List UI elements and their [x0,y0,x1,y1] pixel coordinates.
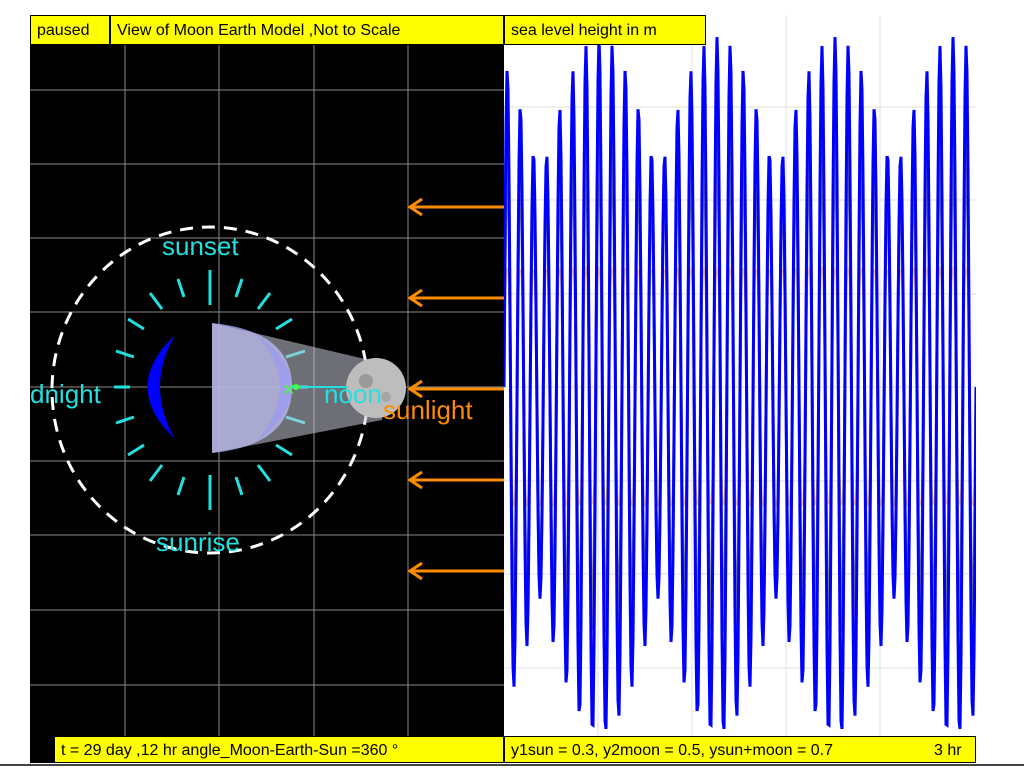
label-noon: noon [324,379,382,409]
tide-plot[interactable] [502,15,978,763]
grid [30,15,504,763]
time-readout: 3 hr [930,736,976,763]
sea-level-graph[interactable]: sea level height in m y1sun = 0.3, y2moo… [502,15,978,763]
moon-crater [381,392,391,402]
status-badge[interactable]: paused [30,15,110,45]
observer-marker-icon[interactable]: ✕ [282,380,295,399]
observer-dot[interactable] [293,384,299,390]
label-sunlight: sunlight [383,395,473,425]
graph-title: sea level height in m [504,15,706,45]
label-sunrise: sunrise [156,527,240,557]
label-sunset: sunset [162,231,239,261]
moon-earth-view[interactable]: ✕ paused View of Moon Earth Model ,Not t… [30,15,504,763]
bottom-border [0,764,1024,766]
sun-rays [407,197,504,581]
moon-crater [359,374,373,388]
view-title: View of Moon Earth Model ,Not to Scale [110,15,504,45]
time-angle-readout: t = 29 day ,12 hr angle_Moon-Earth-Sun =… [54,736,504,763]
series-total [502,37,978,730]
tidal-bulge-far [147,335,175,439]
label-midnight: dnight [30,379,101,409]
model-canvas[interactable]: ✕ [30,15,504,763]
amplitude-readout: y1sun = 0.3, y2moon = 0.5, ysun+moon = 0… [504,736,932,763]
moon-icon[interactable] [346,358,406,418]
